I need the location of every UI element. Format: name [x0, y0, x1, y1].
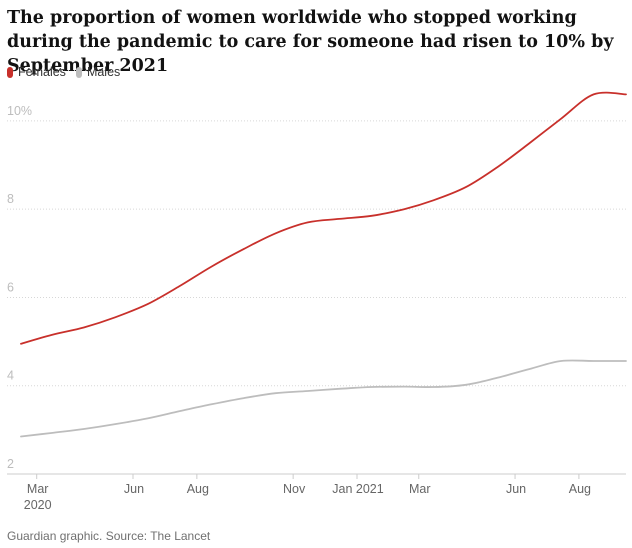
y-tick-label-3: 4: [7, 369, 14, 383]
legend-item-females: Females: [7, 65, 66, 79]
legend-item-males: Males: [75, 65, 121, 79]
line-chart: 10% 8 6 4 2 Mar 2020 Jun Aug Nov Jan 2021 Mar Jun Au…: [7, 91, 627, 512]
x-tick-label-7: Aug: [569, 482, 591, 496]
x-tick-label-5: Mar: [409, 482, 431, 496]
source-note: Guardian graphic. Source: The Lancet: [7, 529, 211, 543]
x-tick-label-6: Jun: [506, 482, 526, 496]
y-tick-label-2: 6: [7, 280, 14, 294]
x-tick-sublabel-0: 2020: [24, 498, 52, 512]
grid-layer: 10% 8 6 4 2: [7, 104, 626, 471]
series-line-males: [20, 359, 627, 438]
y-tick-label-4: 2: [7, 457, 14, 471]
series-layer: [20, 91, 627, 438]
legend-swatch-males: [75, 66, 82, 78]
x-tick-label-1: Jun: [124, 482, 144, 496]
legend: Females Males: [7, 64, 130, 80]
x-tick-label-2: Aug: [187, 482, 209, 496]
legend-label-males: Males: [86, 65, 121, 79]
x-tick-label-0: Mar: [27, 482, 49, 496]
x-tick-label-3: Nov: [283, 482, 306, 496]
legend-swatch-females: [7, 66, 13, 78]
y-tick-label-1: 8: [7, 192, 14, 206]
chart-title: The proportion of women worldwide who st…: [7, 8, 614, 76]
series-line-females: [20, 91, 627, 345]
y-tick-label-0: 10%: [7, 104, 32, 118]
legend-label-females: Females: [18, 65, 66, 79]
x-axis: Mar 2020 Jun Aug Nov Jan 2021 Mar Jun Aug: [7, 473, 626, 512]
x-tick-label-4: Jan 2021: [332, 482, 383, 496]
